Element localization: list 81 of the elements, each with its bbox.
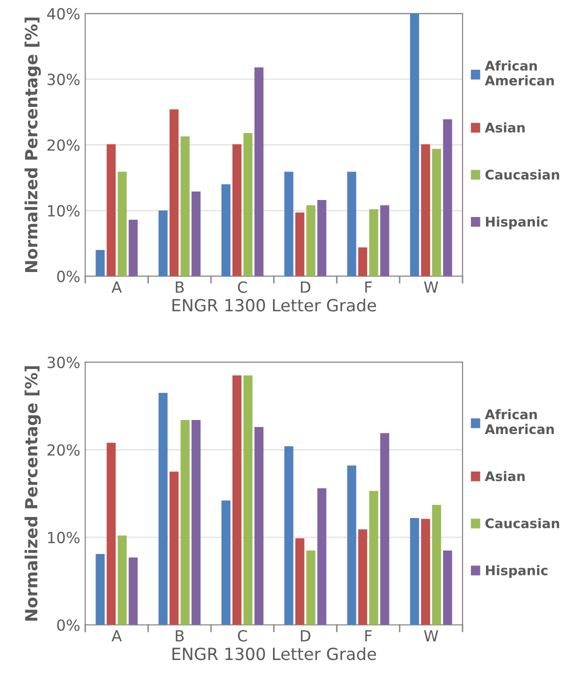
- x-tick-label: A: [112, 282, 122, 293]
- x-tick-label: C: [238, 281, 247, 293]
- x-tick-label: C: [238, 630, 247, 642]
- legend-label: Caucasian: [485, 169, 560, 180]
- x-axis-title: ENGR 1300 Letter Grade: [172, 298, 376, 312]
- legend-label: African American: [484, 60, 554, 86]
- bar: [317, 200, 326, 276]
- bar: [369, 490, 378, 625]
- y-axis-title: Normalized Percentage [%]: [24, 366, 41, 621]
- x-tick-label: W: [424, 630, 438, 642]
- legend-label: Asian: [484, 122, 525, 133]
- bar: [410, 518, 420, 625]
- bar: [380, 205, 390, 276]
- bar: [170, 472, 179, 625]
- bar: [410, 14, 420, 276]
- bar: [106, 442, 116, 625]
- bar: [358, 529, 368, 625]
- bar: [432, 504, 442, 625]
- bar: [232, 144, 242, 276]
- bar: [170, 109, 179, 276]
- bar: [96, 554, 105, 625]
- bar: [221, 184, 230, 276]
- bar: [254, 67, 264, 276]
- bar: [128, 557, 138, 625]
- bar: [232, 375, 242, 625]
- y-tick-label: 20%: [48, 444, 80, 456]
- bar: [295, 538, 304, 625]
- x-tick-label: A: [112, 630, 122, 642]
- bar: [380, 433, 390, 625]
- bar: [421, 144, 430, 276]
- bar: [158, 392, 168, 625]
- y-tick-label: 20%: [48, 139, 80, 151]
- x-tick-label: D: [300, 630, 310, 642]
- bar: [284, 172, 294, 276]
- bar: [347, 466, 356, 625]
- bar: [306, 205, 316, 276]
- x-tick-label: B: [176, 282, 184, 293]
- bar: [221, 500, 230, 625]
- legend-label: Hispanic: [486, 216, 548, 230]
- bar: [192, 420, 201, 625]
- bar: [106, 144, 116, 276]
- legend-label: Caucasian: [485, 518, 560, 528]
- bar: [432, 148, 442, 276]
- x-tick-label: D: [300, 282, 310, 293]
- bar: [347, 172, 356, 276]
- bar: [180, 136, 190, 276]
- bar: [358, 247, 368, 276]
- x-axis-title: ENGR 1300 Letter Grade: [172, 647, 376, 660]
- y-tick-label: 30%: [48, 356, 80, 368]
- bar: [128, 220, 138, 276]
- y-axis-title: Normalized Percentage [%]: [24, 18, 41, 272]
- y-tick-label: 30%: [48, 74, 80, 86]
- x-tick-label: B: [176, 630, 184, 642]
- x-tick-label: W: [424, 282, 438, 293]
- bar: [443, 119, 452, 276]
- bar: [295, 212, 304, 276]
- bar: [317, 488, 326, 625]
- x-tick-label: F: [365, 282, 372, 293]
- legend-label: Hispanic: [486, 565, 548, 578]
- bar: [192, 192, 201, 276]
- legend-label: Asian: [484, 471, 525, 482]
- legend-label: African American: [484, 409, 554, 434]
- bar: [158, 210, 168, 276]
- bar: [284, 446, 294, 625]
- bar: [118, 172, 127, 276]
- y-tick-label: 10%: [48, 205, 80, 217]
- y-tick-label: 0%: [57, 270, 80, 282]
- y-tick-label: 40%: [47, 8, 80, 20]
- bar: [243, 133, 252, 276]
- bar: [443, 550, 452, 625]
- x-tick-label: F: [365, 630, 372, 642]
- y-tick-label: 10%: [48, 532, 80, 544]
- bar: [243, 375, 252, 625]
- bar: [118, 536, 127, 625]
- bar: [180, 420, 190, 625]
- bar: [421, 518, 430, 625]
- bar: [306, 550, 316, 625]
- bar: [254, 426, 264, 625]
- y-tick-label: 0%: [57, 619, 80, 631]
- bar: [369, 209, 378, 276]
- bar: [96, 250, 105, 276]
